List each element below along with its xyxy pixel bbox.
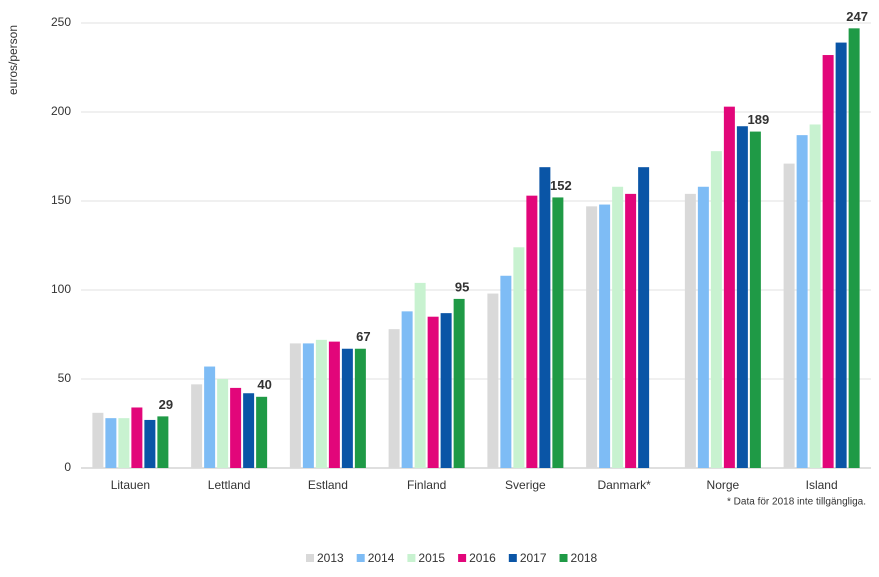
x-tick-label: Litauen	[111, 478, 150, 492]
bar	[539, 167, 551, 468]
bar	[341, 348, 353, 468]
y-axis-label: euros/person	[6, 25, 20, 95]
bar	[401, 311, 413, 468]
value-label: 40	[257, 377, 271, 392]
bar	[552, 197, 564, 468]
bar	[822, 55, 834, 468]
bar	[427, 316, 439, 468]
bar	[684, 193, 696, 468]
bar	[586, 206, 598, 468]
legend-label: 2016	[469, 551, 496, 565]
bar	[736, 126, 748, 469]
y-tick-label: 50	[58, 371, 72, 385]
value-label: 152	[550, 178, 572, 193]
bar	[783, 163, 795, 468]
bar	[315, 339, 327, 468]
bar	[256, 396, 268, 468]
bar	[440, 313, 452, 468]
bar	[638, 167, 650, 468]
bar	[453, 298, 465, 468]
legend-swatch	[458, 554, 467, 562]
bar	[131, 407, 143, 468]
y-tick-label: 150	[51, 193, 71, 207]
bar	[204, 366, 216, 468]
x-tick-label: Norge	[707, 478, 740, 492]
bar	[328, 341, 340, 468]
value-label: 247	[846, 9, 868, 24]
bar	[848, 28, 860, 469]
value-label: 67	[356, 329, 370, 344]
bar	[697, 186, 709, 468]
legend-label: 2015	[418, 551, 445, 565]
y-tick-label: 100	[51, 282, 71, 296]
legend-swatch	[356, 554, 365, 562]
bar	[157, 416, 169, 468]
bar	[118, 418, 130, 468]
bar	[243, 393, 255, 468]
bar	[92, 412, 104, 468]
value-label: 95	[455, 279, 469, 294]
bar	[487, 293, 499, 468]
value-label: 29	[159, 397, 173, 412]
legend-label: 2018	[571, 551, 598, 565]
bar	[835, 42, 847, 468]
bar	[625, 193, 637, 468]
bar	[599, 204, 611, 468]
bar	[144, 419, 156, 468]
x-tick-label: Finland	[407, 478, 446, 492]
bar	[230, 387, 242, 468]
bar	[612, 186, 624, 468]
x-tick-label: Estland	[308, 478, 348, 492]
bar	[796, 135, 808, 468]
x-tick-label: Sverige	[505, 478, 546, 492]
bar	[289, 343, 301, 468]
legend-label: 2014	[368, 551, 395, 565]
bar	[217, 379, 229, 468]
y-tick-label: 250	[51, 15, 71, 29]
legend-swatch	[559, 554, 568, 562]
legend-swatch	[407, 554, 416, 562]
bar	[513, 247, 525, 468]
bar	[749, 131, 761, 468]
y-tick-label: 0	[64, 460, 71, 474]
y-tick-label: 200	[51, 104, 71, 118]
legend-swatch	[306, 554, 314, 562]
bar	[354, 348, 366, 468]
footnote: * Data för 2018 inte tillgängliga.	[727, 497, 866, 508]
x-tick-label: Lettland	[208, 478, 251, 492]
x-tick-label: Danmark*	[597, 478, 651, 492]
legend-label: 2013	[317, 551, 344, 565]
value-label: 189	[748, 112, 770, 127]
bar	[388, 329, 400, 468]
bar	[500, 275, 512, 468]
legend-swatch	[508, 554, 517, 562]
bar	[809, 124, 821, 469]
bar	[723, 106, 735, 468]
x-tick-label: Island	[806, 478, 838, 492]
bar	[526, 195, 538, 468]
bar	[302, 343, 314, 468]
bar	[414, 282, 426, 468]
legend-label: 2017	[520, 551, 547, 565]
bar	[710, 151, 722, 468]
bar	[191, 384, 203, 468]
bar	[105, 418, 117, 468]
